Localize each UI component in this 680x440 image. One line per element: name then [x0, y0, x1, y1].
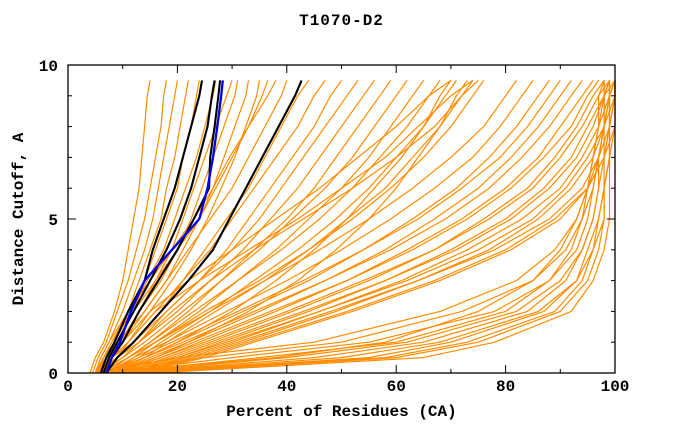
x-tick-label: 60: [387, 378, 406, 396]
model-curve-orange: [122, 80, 611, 374]
y-tick-label: 0: [48, 366, 58, 384]
model-curve-orange: [100, 80, 517, 374]
plot-title: T1070-D2: [299, 12, 384, 30]
model-curve-orange: [133, 80, 616, 374]
model-curve-black-model-2: [102, 80, 216, 374]
model-curve-orange: [111, 80, 605, 374]
model-curve-orange: [117, 80, 611, 374]
model-curve-orange: [106, 80, 457, 374]
model-curve-blue-model: [105, 80, 224, 374]
x-tick-label: 0: [63, 378, 73, 396]
model-curve-orange: [100, 79, 474, 374]
model-curve-orange: [105, 80, 392, 374]
model-curve-orange: [89, 80, 151, 374]
model-curve-orange: [106, 80, 605, 374]
x-axis-label: Percent of Residues (CA): [226, 403, 457, 421]
model-curve-orange: [111, 80, 610, 374]
model-curve-orange: [122, 80, 605, 374]
model-curve-orange: [97, 80, 269, 374]
x-tick-label: 20: [168, 378, 187, 396]
model-curve-orange: [139, 80, 611, 374]
model-curve-orange: [95, 80, 611, 374]
model-curve-orange: [106, 80, 534, 374]
y-tick-label: 5: [48, 212, 58, 230]
model-curve-orange: [100, 80, 375, 374]
model-curve-orange: [94, 80, 277, 374]
model-curve-orange: [111, 80, 600, 374]
model-curve-orange: [128, 80, 616, 374]
model-curve-orange: [94, 79, 452, 374]
x-tick-label: 80: [496, 378, 515, 396]
model-curve-orange: [95, 80, 408, 374]
model-curve-orange: [92, 80, 168, 374]
model-curve-orange: [97, 80, 200, 374]
model-curve-black-model-1: [99, 80, 204, 374]
model-curve-orange: [106, 80, 583, 374]
model-curve-orange: [111, 80, 550, 374]
model-curve-orange: [117, 80, 594, 374]
model-curve-black-model-4: [105, 79, 303, 374]
model-curve-orange: [117, 80, 616, 374]
model-curve-orange: [144, 80, 616, 374]
model-curve-orange: [94, 79, 479, 374]
x-tick-label: 40: [277, 378, 296, 396]
y-tick-label: 10: [39, 58, 58, 76]
model-curve-orange: [100, 80, 441, 374]
model-curve-orange: [111, 80, 572, 374]
model-curve-orange: [100, 80, 561, 374]
x-tick-label: 100: [601, 378, 630, 396]
model-curve-orange: [111, 80, 474, 374]
y-axis-label: Distance Cutoff, A: [10, 132, 28, 306]
